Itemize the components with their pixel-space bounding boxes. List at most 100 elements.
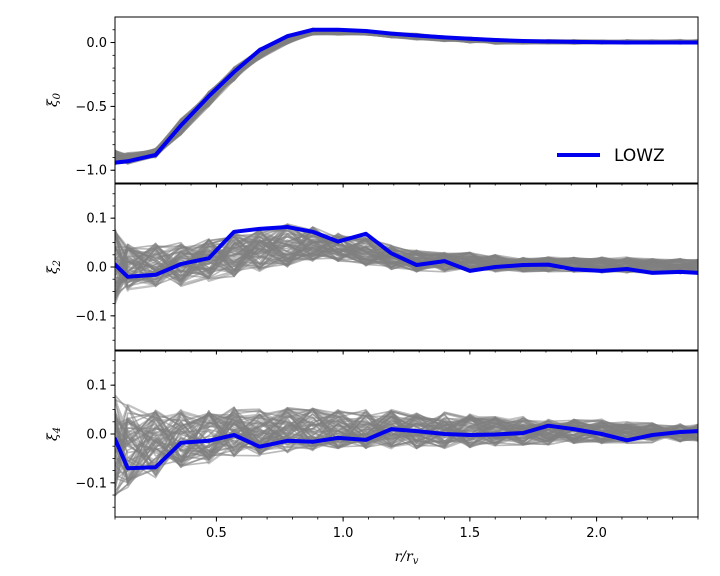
mock-line: [115, 29, 698, 157]
mock-line: [115, 27, 698, 160]
panel-xi2: −0.1 0.0 0.1 ξ2: [45, 183, 699, 355]
mock-line: [115, 226, 698, 301]
mock-line: [115, 31, 698, 164]
mock-line: [115, 407, 698, 495]
mock-line: [115, 28, 698, 162]
mock-band-xi4: [115, 394, 698, 497]
mock-line: [115, 30, 698, 165]
y-tick-label: −1.0: [75, 164, 107, 179]
series-line-lowz: [115, 225, 698, 279]
mock-line: [115, 31, 698, 164]
y-tick-label: 0.0: [86, 36, 107, 51]
mock-line: [115, 27, 698, 160]
y-ticks-xi0: −1.0 −0.5 0.0: [75, 29, 115, 179]
y-axis-label-xi0: ξ0: [45, 92, 63, 107]
mock-line: [115, 30, 698, 164]
mock-line: [115, 30, 698, 158]
mock-line: [115, 30, 698, 162]
mock-line: [115, 28, 698, 165]
mock-line: [115, 30, 698, 161]
y-tick-label: 0.1: [86, 212, 107, 227]
y-ticks-xi2: −0.1 0.0 0.1: [75, 193, 115, 341]
series-line-lowz: [115, 423, 698, 471]
mock-line: [115, 32, 698, 160]
mock-line: [115, 408, 698, 465]
mock-band-xi0: [115, 27, 698, 166]
mock-line: [115, 30, 698, 159]
y-axis-label-xi4: ξ4: [45, 427, 63, 441]
mock-line: [115, 32, 698, 163]
mock-line: [115, 29, 698, 165]
mock-band-xi2: [115, 223, 698, 305]
mock-line: [115, 28, 698, 164]
x-axis-label: r/rv: [395, 549, 419, 567]
legend: LOWZ: [557, 146, 665, 166]
y-tick-label: 0.1: [86, 379, 107, 394]
mock-line: [115, 29, 698, 162]
mock-line: [115, 31, 698, 163]
x-tick-label: 1.0: [333, 526, 354, 541]
mock-line: [115, 29, 698, 166]
mock-line: [115, 29, 698, 165]
mock-line: [115, 411, 698, 493]
mock-line: [115, 30, 698, 165]
mock-line: [115, 28, 698, 165]
series-line-lowz: [115, 27, 698, 165]
series-xi4: [115, 423, 698, 471]
mock-line: [115, 30, 698, 161]
panel-xi0: −1.0 −0.5 0.0 ξ0 LOWZ: [45, 16, 699, 188]
mock-line: [115, 29, 698, 157]
mock-line: [115, 30, 698, 165]
y-tick-label: −0.5: [75, 100, 107, 115]
series-xi2: [115, 225, 698, 279]
mock-line: [115, 29, 698, 162]
mock-line: [115, 30, 698, 159]
mock-line: [115, 29, 698, 165]
mock-line: [115, 29, 698, 162]
mock-line: [115, 29, 698, 164]
mock-line: [115, 29, 698, 164]
mock-line: [115, 410, 698, 489]
mock-line: [115, 229, 698, 276]
panel-xi4: −0.1 0.0 0.1 0.5 1.0 1.5 2.0 ξ4 r/rv: [45, 350, 699, 567]
mock-line: [115, 27, 698, 162]
y-axis-label-xi2: ξ2: [45, 260, 63, 274]
axes-frame-xi0: [114, 16, 699, 184]
mock-line: [115, 32, 698, 162]
mock-line: [115, 29, 698, 165]
mock-line: [115, 31, 698, 164]
mock-line: [115, 29, 698, 163]
mock-line: [115, 32, 698, 159]
mock-line: [115, 28, 698, 164]
mock-line: [115, 28, 698, 165]
mock-line: [115, 30, 698, 164]
mock-line: [115, 241, 698, 295]
legend-label-lowz: LOWZ: [614, 146, 665, 166]
mock-line: [115, 28, 698, 156]
mock-line: [115, 407, 698, 471]
y-tick-label: −0.1: [75, 476, 107, 491]
y-ticks-xi4: −0.1 0.0 0.1: [75, 360, 115, 508]
mock-line: [115, 32, 698, 161]
x-ticks-xi4: 0.5 1.0 1.5 2.0: [114, 517, 699, 541]
y-tick-label: 0.0: [86, 261, 107, 276]
mock-line: [115, 31, 698, 158]
mock-line: [115, 32, 698, 162]
mock-line: [115, 27, 698, 164]
x-tick-label: 0.5: [206, 526, 227, 541]
mock-line: [115, 28, 698, 156]
mock-line: [115, 27, 698, 159]
mock-line: [115, 409, 698, 482]
x-tick-label: 2.0: [586, 526, 607, 541]
y-tick-label: 0.0: [86, 428, 107, 443]
mock-line: [115, 29, 698, 161]
mock-line: [115, 27, 698, 160]
mock-line: [115, 30, 698, 158]
mock-line: [115, 30, 698, 165]
mock-line: [115, 28, 698, 162]
mock-line: [115, 29, 698, 160]
mock-line: [115, 32, 698, 156]
mock-line: [115, 28, 698, 165]
mock-line: [115, 29, 698, 163]
